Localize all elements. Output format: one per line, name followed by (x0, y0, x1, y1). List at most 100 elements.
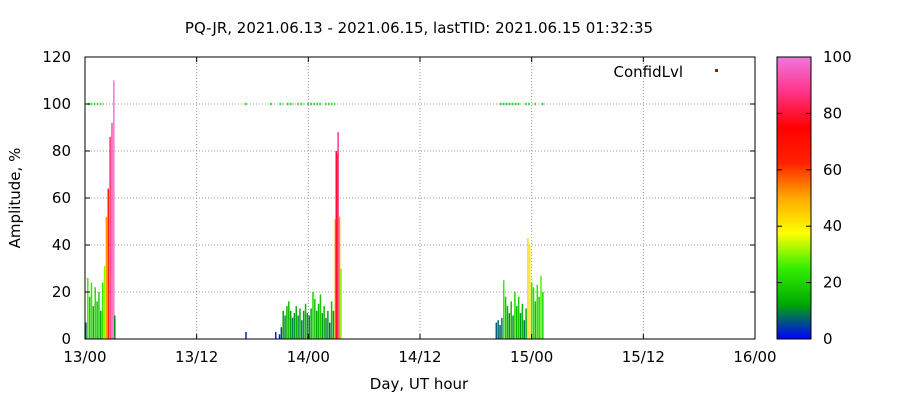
amplitude-bar (299, 308, 301, 339)
amplitude-bar (100, 310, 102, 339)
amplitude-bar (340, 268, 342, 339)
amplitude-bar (289, 310, 292, 339)
amplitude-bar (101, 282, 104, 339)
legend: ConfidLvl (613, 63, 718, 81)
colorbar-tick-label: 40 (823, 217, 842, 235)
amplitude-bar (92, 306, 95, 339)
amplitude-bar (293, 313, 296, 339)
amplitude-bar (308, 315, 311, 339)
amplitude-bar (506, 306, 509, 339)
amplitude-bar (297, 315, 299, 339)
amplitude-bar (512, 315, 514, 339)
amplitude-bar (504, 296, 507, 339)
amplitude-bar (521, 303, 524, 339)
amplitude-bar (96, 301, 98, 339)
amplitude-bar (302, 310, 305, 339)
colorbar-tick-label: 20 (823, 274, 842, 292)
amplitude-bar (321, 313, 324, 339)
amplitude-bar (332, 310, 335, 339)
amplitude-bar (105, 216, 108, 339)
colorbar-tick-label: 60 (823, 161, 842, 179)
amplitude-bar (87, 277, 89, 339)
amplitude-bar (275, 331, 277, 339)
amplitude-bar (310, 308, 312, 339)
amplitude-bar (525, 308, 527, 339)
amplitude-bar (85, 322, 87, 339)
amplitude-bar (534, 301, 537, 339)
amplitude-bar (540, 275, 542, 339)
amplitude-bar (542, 292, 544, 339)
amplitude-bar (538, 296, 540, 339)
colorbar-axis: 0 20 40 60 80 100 (777, 48, 852, 348)
amplitude-bar (314, 299, 316, 339)
x-tick-label: 16/00 (733, 348, 776, 366)
x-tick-label: 13/12 (175, 348, 218, 366)
amplitude-bar (312, 292, 314, 339)
amplitude-bar (529, 245, 531, 339)
amplitude-bar (336, 153, 338, 339)
y-tick-label: 0 (61, 330, 71, 348)
amplitude-bar (519, 313, 522, 339)
amplitude-bar (516, 306, 518, 339)
amplitude-bar (325, 317, 327, 339)
amplitude-bar (295, 306, 297, 339)
amplitude-bar (306, 313, 309, 339)
amplitude-bar (514, 292, 516, 339)
amplitude-bar (114, 315, 116, 339)
amplitude-bar (103, 266, 106, 339)
y-axis-label: Amplitude, % (6, 148, 24, 249)
amplitude-bar (337, 132, 339, 339)
amplitude-bar (536, 284, 538, 339)
amplitude-bar (510, 301, 512, 339)
amplitude-bar (245, 331, 247, 339)
x-tick-label: 14/12 (398, 348, 441, 366)
colorbar-tick-label: 100 (823, 48, 852, 66)
colorbar (776, 56, 812, 340)
amplitude-bar (315, 310, 318, 339)
amplitude-bar (317, 303, 320, 339)
amplitude-bar (501, 317, 503, 339)
amplitude-bar (499, 324, 501, 339)
amplitude-bar (88, 296, 91, 339)
colorbar-tick-label: 80 (823, 104, 842, 122)
x-tick-label: 13/00 (63, 348, 106, 366)
amplitude-bar (280, 327, 283, 339)
x-axis-label: Day, UT hour (370, 375, 469, 393)
amplitude-bar (495, 322, 498, 339)
amplitude-bar (517, 296, 520, 339)
amplitude-bar (278, 334, 281, 339)
amplitude-bar (532, 287, 535, 339)
y-tick-label: 20 (52, 283, 71, 301)
amplitude-bar (530, 282, 533, 339)
amplitude-bar (327, 310, 329, 339)
y-tick-label: 100 (42, 95, 71, 113)
amplitude-bar (328, 322, 331, 339)
amplitude-bar (319, 294, 322, 339)
amplitude-bar (286, 306, 288, 339)
y-tick-label: 80 (52, 142, 71, 160)
amplitude-bar (304, 303, 307, 339)
amplitude-bar (107, 188, 110, 339)
amplitude-bar (527, 237, 529, 339)
amplitude-bar (335, 151, 337, 339)
grid-lines (85, 57, 755, 339)
amplitude-bar (497, 320, 499, 339)
amplitude-bar (508, 313, 511, 339)
amplitude-bar (334, 219, 337, 339)
amplitude-bar (90, 282, 93, 339)
amplitude-bar (109, 136, 111, 339)
amplitude-bar (291, 317, 294, 339)
amplitude-bar (94, 287, 96, 339)
amplitude-bar (323, 306, 325, 339)
amplitude-series (85, 80, 544, 339)
x-tick-label: 15/12 (622, 348, 665, 366)
y-tick-label: 40 (52, 236, 71, 254)
amplitude-bar (284, 315, 286, 339)
amplitude-bar (523, 320, 525, 339)
y-axis: 0 20 40 60 80 100 120 (42, 48, 755, 348)
x-axis: 13/00 13/12 14/00 14/12 15/00 15/12 16/00 (63, 57, 777, 366)
x-tick-label: 14/00 (287, 348, 330, 366)
x-tick-label: 15/00 (510, 348, 553, 366)
amplitude-bar (98, 292, 100, 339)
